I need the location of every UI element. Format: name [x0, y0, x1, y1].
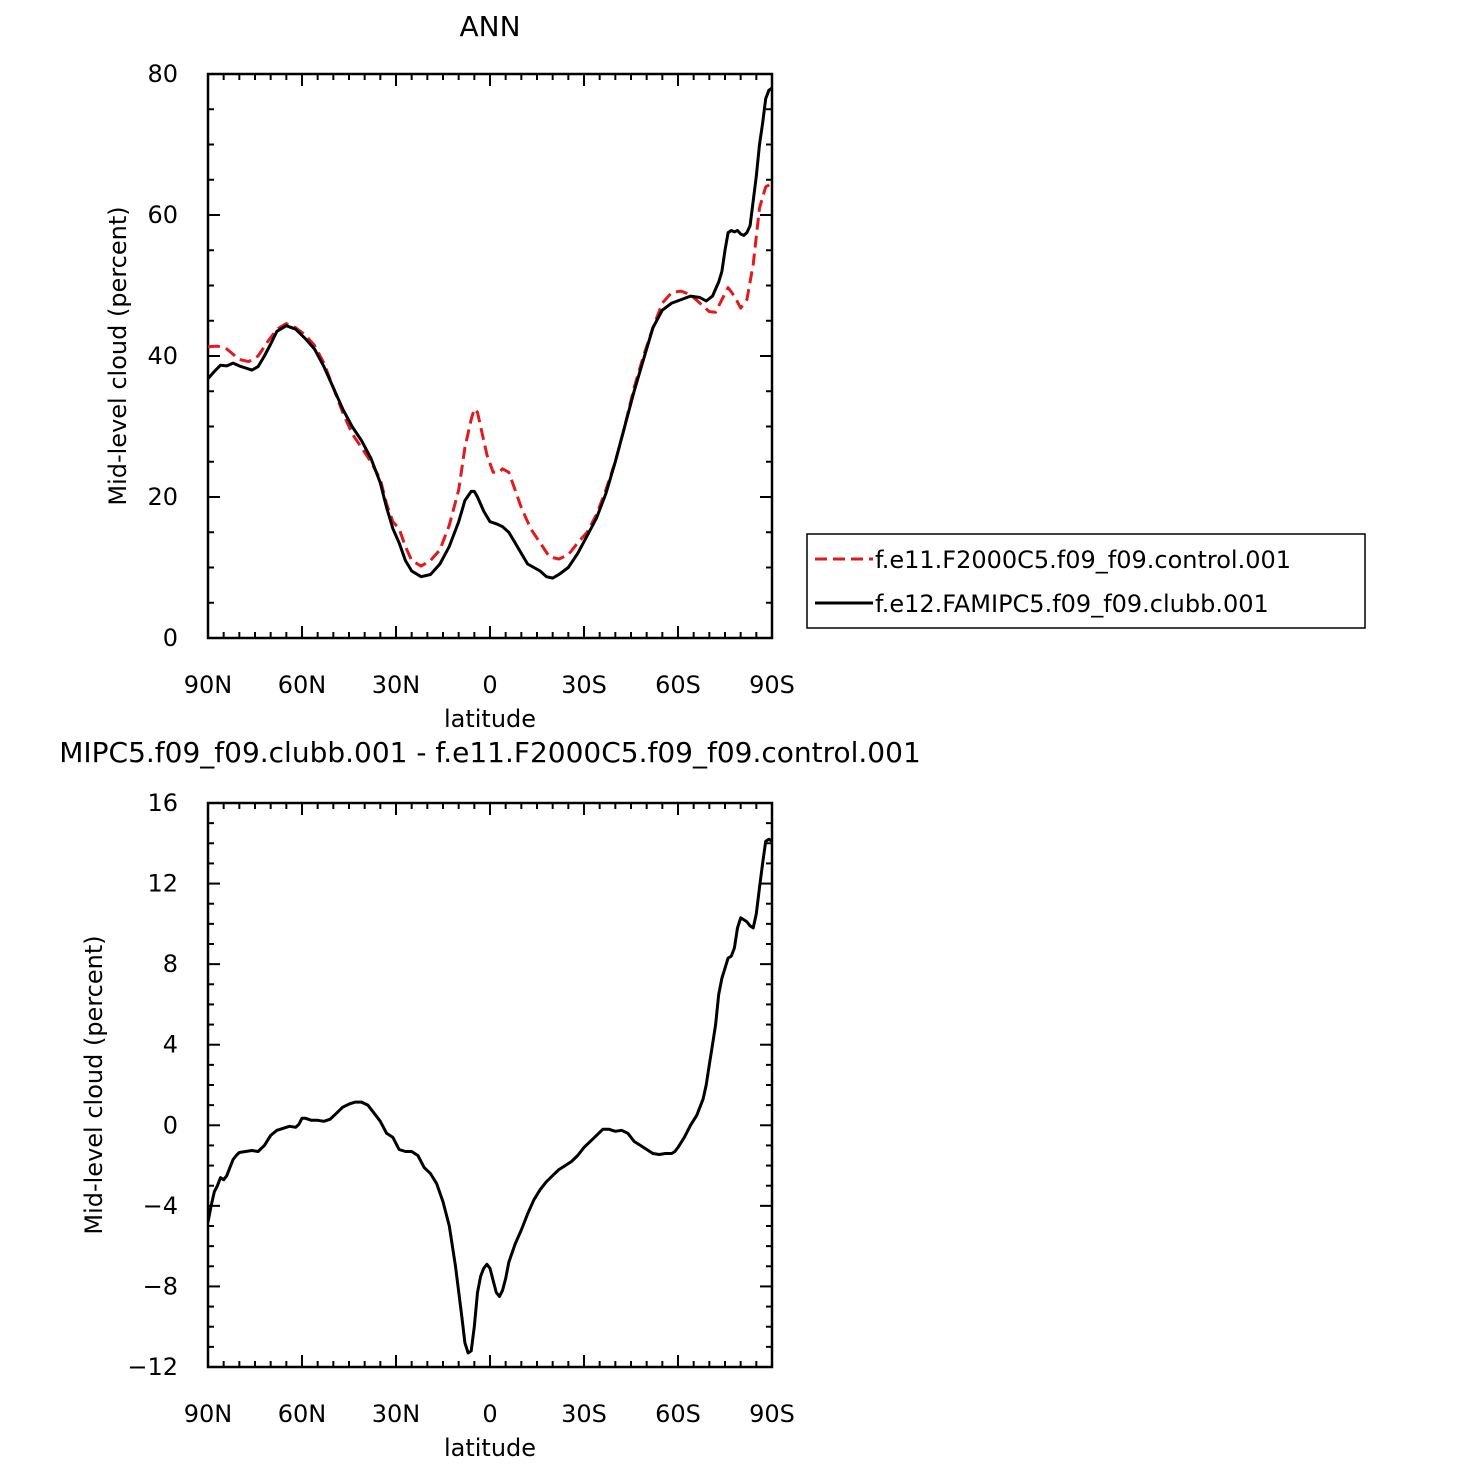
- x-tick-label: 30S: [561, 1400, 607, 1428]
- plot-frame: [206, 801, 774, 1369]
- x-tick-label: 60S: [655, 1400, 701, 1428]
- y-tick-label: 60: [147, 201, 178, 229]
- x-tick-label: 90S: [749, 671, 795, 699]
- legend-entry: f.e11.F2000C5.f09_f09.control.001: [875, 546, 1291, 574]
- y-tick-label: 12: [147, 870, 178, 898]
- chart-title: MIPC5.f09_f09.clubb.001 - f.e11.F2000C5.…: [59, 736, 921, 769]
- series-line-1: [208, 837, 772, 1355]
- chart-panel-1: ANN 90N 60N 30N 0 30S 60S 90S 0 20 40 60 80 latitude M…: [104, 10, 1366, 733]
- x-tick-label: 60N: [278, 1400, 327, 1428]
- x-tick-label: 60N: [278, 671, 327, 699]
- x-tick-label: 0: [482, 1400, 497, 1428]
- chart-title: ANN: [459, 10, 520, 43]
- x-tick-label: 30S: [561, 671, 607, 699]
- y-tick-label: 16: [147, 789, 178, 817]
- y-axis-label: Mid-level cloud (percent): [80, 935, 108, 1234]
- y-tick-label: 20: [147, 483, 178, 511]
- series-line-1: [208, 181, 772, 568]
- x-tick-label: 0: [482, 671, 497, 699]
- x-axis-label: latitude: [444, 705, 536, 733]
- y-tick-label: 0: [163, 1111, 178, 1139]
- y-tick-label: 4: [163, 1031, 178, 1059]
- x-tick-label: 30N: [372, 671, 421, 699]
- x-axis-ticks: [207, 803, 773, 1367]
- y-tick-label: −8: [143, 1272, 178, 1300]
- series-line-2: [208, 86, 772, 580]
- y-axis-ticks: [208, 802, 772, 1368]
- y-axis-ticks: [208, 73, 772, 639]
- y-tick-label: 80: [147, 60, 178, 88]
- x-axis-ticks: [207, 74, 773, 638]
- x-tick-label: 90N: [184, 671, 233, 699]
- y-tick-label: −4: [143, 1192, 178, 1220]
- plot-frame: [206, 72, 774, 640]
- x-tick-label: 90S: [749, 1400, 795, 1428]
- y-tick-label: 8: [163, 950, 178, 978]
- x-tick-label: 90N: [184, 1400, 233, 1428]
- x-tick-label: 30N: [372, 1400, 421, 1428]
- y-tick-label: 0: [163, 624, 178, 652]
- y-tick-label: −12: [127, 1353, 178, 1381]
- legend: f.e11.F2000C5.f09_f09.control.001 f.e12.F…: [806, 533, 1366, 629]
- y-axis-label: Mid-level cloud (percent): [104, 206, 132, 505]
- chart-panel-2: MIPC5.f09_f09.clubb.001 - f.e11.F2000C5.…: [59, 736, 921, 1462]
- x-axis-label: latitude: [444, 1434, 536, 1462]
- x-tick-label: 60S: [655, 671, 701, 699]
- legend-entry: f.e12.FAMIPC5.f09_f09.clubb.001: [875, 590, 1269, 618]
- y-tick-label: 40: [147, 342, 178, 370]
